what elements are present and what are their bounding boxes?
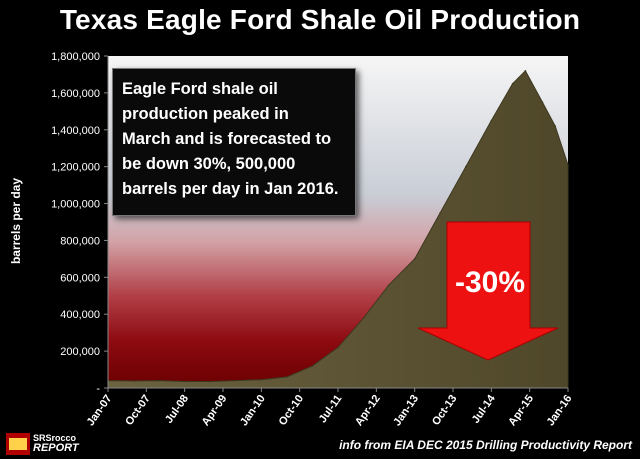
y-tick-label: 800,000 — [60, 235, 100, 247]
down-arrow-shape — [417, 221, 559, 361]
data-point — [567, 164, 569, 166]
annotation-line: Eagle Ford shale oil — [122, 80, 278, 98]
annotation-line: be down 30%, 500,000 — [122, 155, 296, 173]
data-point — [524, 70, 527, 72]
y-axis: - 200,000 400,000 600,000 800,000 1,000,000 1,… — [51, 51, 109, 395]
x-tick-label: Apr-15 — [506, 393, 536, 428]
data-point — [490, 119, 493, 122]
y-tick-label: 1,000,000 — [51, 199, 100, 211]
x-tick-label: Jan-16 — [545, 393, 575, 428]
logo-icon — [6, 433, 30, 455]
data-point — [337, 346, 339, 349]
x-tick-label: Jul-11 — [317, 393, 345, 425]
source-note: info from EIA DEC 2015 Drilling Producti… — [339, 438, 632, 452]
y-tick-label: 1,400,000 — [51, 125, 100, 137]
data-point — [260, 378, 263, 381]
x-tick-label: Apr-12 — [353, 393, 383, 428]
y-tick-label: 600,000 — [60, 272, 100, 284]
x-tick-label: Oct-10 — [277, 393, 306, 428]
logo: SRSrocco REPORT — [6, 433, 94, 455]
data-point — [362, 317, 365, 319]
y-tick-label: 200,000 — [60, 346, 100, 358]
x-tick-label: Apr-09 — [200, 393, 230, 428]
logo-text: SRSrocco — [33, 433, 77, 443]
x-axis: Jan-07 Oct-07 Jul-08 Apr-09 Jan-10 Oct-10 Jul-… — [85, 387, 575, 428]
data-point — [554, 125, 556, 127]
y-tick-label: 400,000 — [60, 309, 100, 321]
data-point — [183, 380, 186, 383]
data-point — [132, 380, 135, 382]
data-point — [311, 365, 314, 367]
data-point — [209, 380, 211, 383]
annotation-line: production peaked in — [122, 105, 289, 123]
data-point — [511, 82, 514, 85]
x-tick-label: Jan-13 — [391, 393, 421, 428]
down-arrow: -30% — [417, 221, 559, 361]
y-axis-label: barrels per day — [9, 177, 23, 265]
arrow-label: -30% — [455, 266, 525, 299]
annotation-line: barrels per day in Jan 2016. — [122, 180, 339, 198]
annotation-line: March and is forecasted to — [122, 130, 332, 148]
x-tick-label: Jan-07 — [85, 393, 115, 428]
data-point — [413, 258, 416, 260]
y-tick-label: 1,600,000 — [51, 88, 100, 100]
data-point — [541, 101, 544, 103]
y-tick-label: 1,800,000 — [51, 51, 100, 63]
y-tick-label: - — [96, 383, 100, 395]
chart-title: Texas Eagle Ford Shale Oil Production — [59, 4, 581, 35]
data-point — [286, 376, 288, 378]
data-point — [439, 212, 442, 214]
x-tick-label: Jul-08 — [163, 393, 191, 426]
data-point — [235, 379, 237, 382]
x-tick-label: Oct-13 — [430, 393, 459, 428]
x-tick-label: Oct-07 — [123, 393, 152, 428]
data-point — [158, 379, 160, 382]
annotation-box: Eagle Ford shale oil production peaked i… — [112, 68, 356, 216]
data-point — [465, 165, 467, 168]
y-tick-label: 1,200,000 — [51, 162, 100, 174]
x-tick-label: Jan-10 — [238, 393, 268, 428]
x-tick-label: Jul-14 — [470, 392, 499, 426]
logo-subtext: REPORT — [33, 442, 79, 454]
data-point — [388, 283, 390, 286]
